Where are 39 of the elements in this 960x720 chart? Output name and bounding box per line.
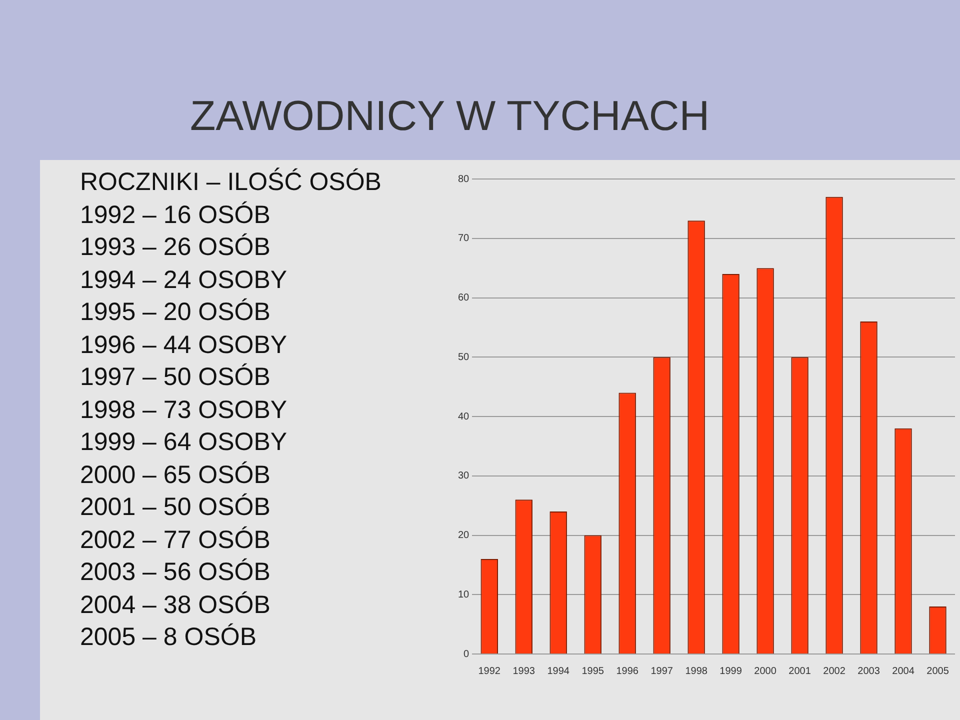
text: 1994 – 24 OSOBY [80, 264, 288, 296]
x-tick-label: 2001 [788, 666, 812, 677]
text: 1995 – 20 OSÓB [80, 297, 272, 328]
y-tick-label: 50 [458, 352, 470, 363]
y-tick-label: 60 [458, 292, 470, 304]
text: 2002 – 77 OSÓB [80, 524, 272, 556]
x-tick-label: 2003 [858, 666, 880, 677]
x-tick-label: 1993 [512, 666, 536, 677]
chart-title: ZAWODNICY W TYCHACH [190, 92, 710, 140]
x-tick-label: 2004 [892, 666, 915, 677]
y-tick-label: 30 [458, 470, 470, 482]
text: 2001 – 50 OSÓB [80, 492, 272, 523]
text: 2000 – 65 OSÓB [80, 460, 272, 490]
text: 1992 – 16 OSÓB [80, 200, 272, 230]
text: 2005 – 8 OSÓB [80, 622, 258, 653]
x-tick-label: 1997 [650, 666, 674, 677]
y-tick-label: 0 [464, 648, 470, 660]
x-tick-label: 1992 [478, 666, 501, 677]
x-tick-label: 1996 [616, 666, 639, 677]
x-tick-label: 1998 [685, 666, 708, 677]
y-tick-label: 70 [458, 233, 470, 244]
text: 1997 – 50 OSÓB [80, 362, 272, 393]
x-tick-label: 2005 [926, 666, 950, 677]
x-tick-label: 1999 [720, 666, 742, 677]
y-tick-label: 10 [458, 589, 470, 600]
x-tick-label: 2002 [823, 666, 846, 677]
x-tick-label: 1995 [582, 666, 604, 677]
x-tick-label: 2000 [754, 666, 777, 677]
y-tick-label: 20 [458, 530, 470, 541]
text: 1993 – 26 OSÓB [80, 232, 272, 263]
text: 1999 – 64 OSOBY [80, 427, 288, 458]
text: 2003 – 56 OSÓB [80, 557, 272, 588]
text: ROCZNIKI – ILOŚĆ OSÓB [80, 166, 382, 198]
text: 1996 – 44 OSOBY [80, 330, 288, 360]
text: 1998 – 73 OSOBY [80, 394, 288, 426]
y-tick-label: 80 [458, 174, 470, 185]
x-tick-label: 1994 [547, 666, 570, 677]
y-tick-label: 40 [458, 411, 470, 422]
text: 2004 – 38 OSÓB [80, 590, 272, 620]
